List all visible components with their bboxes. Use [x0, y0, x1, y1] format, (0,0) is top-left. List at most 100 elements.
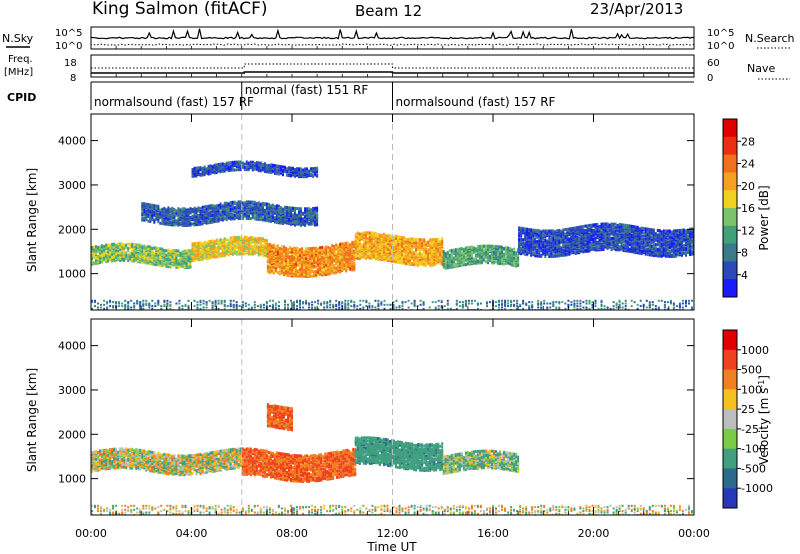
heat-cell: [530, 238, 533, 242]
heat-cell: [233, 246, 236, 250]
heat-cell: [259, 252, 262, 256]
heat-cell: [333, 244, 336, 248]
heat-cell: [175, 261, 178, 265]
heat-cell: [169, 213, 172, 217]
heat-cell: [362, 231, 365, 235]
heat-cell: [288, 209, 290, 213]
heat-cell: [311, 257, 314, 260]
heat-cell: [189, 216, 192, 219]
heat-cell: [376, 237, 379, 241]
heat-cell: [413, 237, 416, 241]
heat-cell: [356, 236, 359, 239]
heat-cell: [421, 241, 424, 245]
heat-cell: [97, 254, 99, 258]
heat-cell: [534, 228, 537, 232]
heat-cell: [562, 248, 565, 252]
heat-cell: [536, 249, 539, 252]
heat-cell: [335, 269, 338, 272]
heat-cell: [217, 242, 220, 246]
heat-cell: [261, 206, 264, 210]
heat-cell: [568, 239, 571, 243]
heat-cell: [253, 215, 256, 219]
heat-cell: [123, 256, 126, 260]
n-search-label: N.Search: [745, 32, 795, 45]
heat-cell: [351, 260, 354, 264]
heat-cell: [446, 254, 449, 258]
heat-cell: [91, 259, 93, 263]
heat-cell: [287, 259, 289, 263]
heat-cell: [243, 201, 246, 205]
heat-cell: [308, 221, 311, 225]
heat-cell: [309, 247, 312, 251]
heat-cell: [480, 248, 483, 251]
heat-cell: [215, 204, 218, 208]
heat-cell: [538, 239, 541, 243]
heat-cell: [478, 244, 481, 248]
heat-cell: [448, 264, 451, 268]
heat-cell: [505, 249, 508, 253]
heat-cell: [526, 239, 529, 243]
heat-cell: [374, 247, 377, 251]
heat-cell: [231, 252, 234, 256]
heat-cell: [257, 201, 260, 205]
heat-cell: [538, 248, 541, 252]
heat-cell: [255, 247, 258, 251]
heat-cell: [302, 221, 305, 225]
heat-cell: [292, 206, 294, 210]
heat-cell: [485, 260, 487, 264]
heat-cell: [237, 200, 240, 204]
heat-cell: [520, 226, 523, 230]
nave-top-tick: 60: [707, 58, 720, 69]
heat-cell: [193, 254, 196, 258]
heat-cell: [590, 223, 593, 227]
heat-cell: [197, 241, 200, 245]
heat-cell: [524, 246, 527, 250]
heat-cell: [292, 221, 294, 225]
heat-cell: [259, 202, 262, 206]
heat-cell: [580, 233, 583, 237]
heat-cell: [509, 251, 512, 255]
heat-cell: [286, 206, 288, 209]
heat-cell: [285, 257, 287, 261]
heat-cell: [600, 222, 603, 226]
heat-cell: [303, 265, 306, 268]
heat-cell: [99, 250, 101, 253]
heat-cell: [215, 246, 218, 250]
heat-cell: [584, 224, 587, 228]
heat-cell: [207, 254, 210, 258]
heat-cell: [409, 237, 412, 241]
heat-cell: [558, 232, 561, 236]
heat-cell: [413, 258, 416, 262]
heat-cell: [522, 241, 525, 245]
heat-cell: [433, 240, 436, 244]
heat-cell: [598, 243, 601, 247]
heat-cell: [351, 267, 354, 271]
heat-cell: [315, 248, 318, 252]
heat-cell: [181, 218, 184, 222]
heat-cell: [509, 262, 512, 266]
heat-cell: [205, 254, 208, 258]
heat-cell: [343, 249, 346, 253]
heat-cell: [280, 257, 283, 261]
heat-cell: [173, 220, 176, 224]
heat-cell: [159, 221, 162, 225]
heat-cell: [435, 244, 438, 248]
heat-cell: [499, 254, 501, 258]
heat-cell: [153, 256, 156, 260]
heat-cell: [181, 250, 184, 254]
heat-cell: [558, 228, 561, 232]
heat-cell: [395, 258, 397, 262]
heat-cell: [177, 217, 180, 221]
heat-cell: [489, 249, 491, 253]
heat-cell: [283, 252, 285, 256]
heat-cell: [251, 245, 254, 248]
heat-cell: [209, 244, 212, 248]
heat-cell: [233, 241, 236, 245]
heat-cell: [177, 210, 180, 214]
heat-cell: [280, 260, 283, 264]
heat-cell: [169, 221, 172, 224]
heat-cell: [314, 206, 317, 210]
heat-cell: [229, 245, 232, 249]
heat-cell: [446, 263, 449, 266]
heat-cell: [316, 222, 319, 226]
